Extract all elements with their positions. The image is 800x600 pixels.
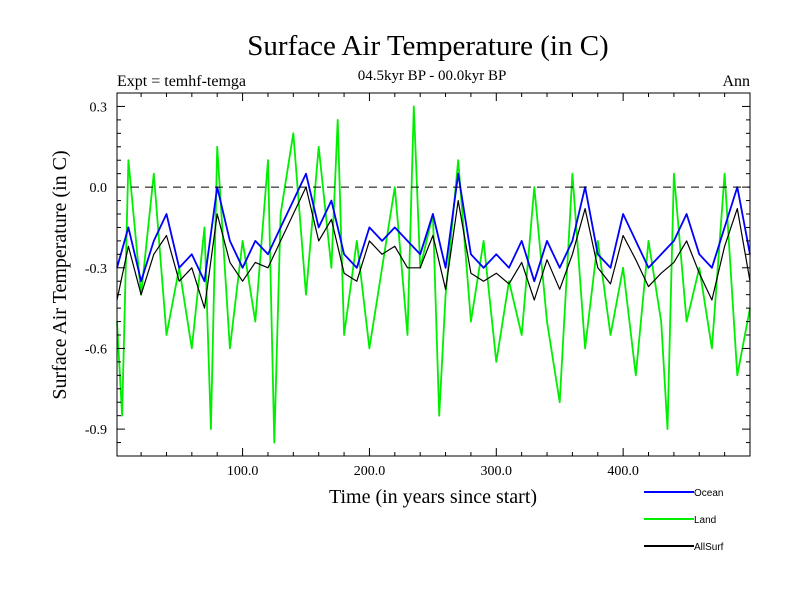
x-tick-label: 400.0 (607, 464, 639, 479)
y-tick-label: -0.6 (85, 342, 107, 357)
x-tick-label: 200.0 (354, 464, 386, 479)
chart-subtitle: 04.5kyr BP - 00.0kyr BP (358, 68, 507, 84)
y-axis: 0.3 0.0 -0.3 -0.6 -0.9 (85, 100, 750, 444)
season-label: Ann (722, 73, 750, 90)
series-line-allsurf (116, 186, 751, 309)
series-group (116, 105, 751, 444)
chart-title: Surface Air Temperature (in C) (247, 30, 608, 62)
x-tick-label: 300.0 (481, 464, 513, 479)
x-axis: 100.0 200.0 300.0 400.0 (140, 93, 726, 479)
y-tick-label: -0.9 (85, 423, 107, 438)
legend-label-land: Land (694, 515, 716, 526)
y-tick-label: -0.3 (85, 262, 107, 277)
x-axis-title: Time (in years since start) (329, 486, 537, 508)
y-axis-title: Surface Air Temperature (in C) (49, 150, 71, 399)
y-tick-label: 0.0 (90, 181, 108, 196)
y-tick-label: 0.3 (90, 100, 108, 115)
x-tick-label: 100.0 (227, 464, 259, 479)
legend: Ocean Land AllSurf (644, 488, 724, 553)
legend-label-ocean: Ocean (694, 488, 723, 499)
experiment-label: Expt = temhf-temga (117, 73, 246, 90)
series-line-land (116, 105, 751, 444)
series-line-ocean (116, 172, 751, 283)
legend-label-allsurf: AllSurf (694, 542, 724, 553)
plot-frame (116, 92, 751, 457)
